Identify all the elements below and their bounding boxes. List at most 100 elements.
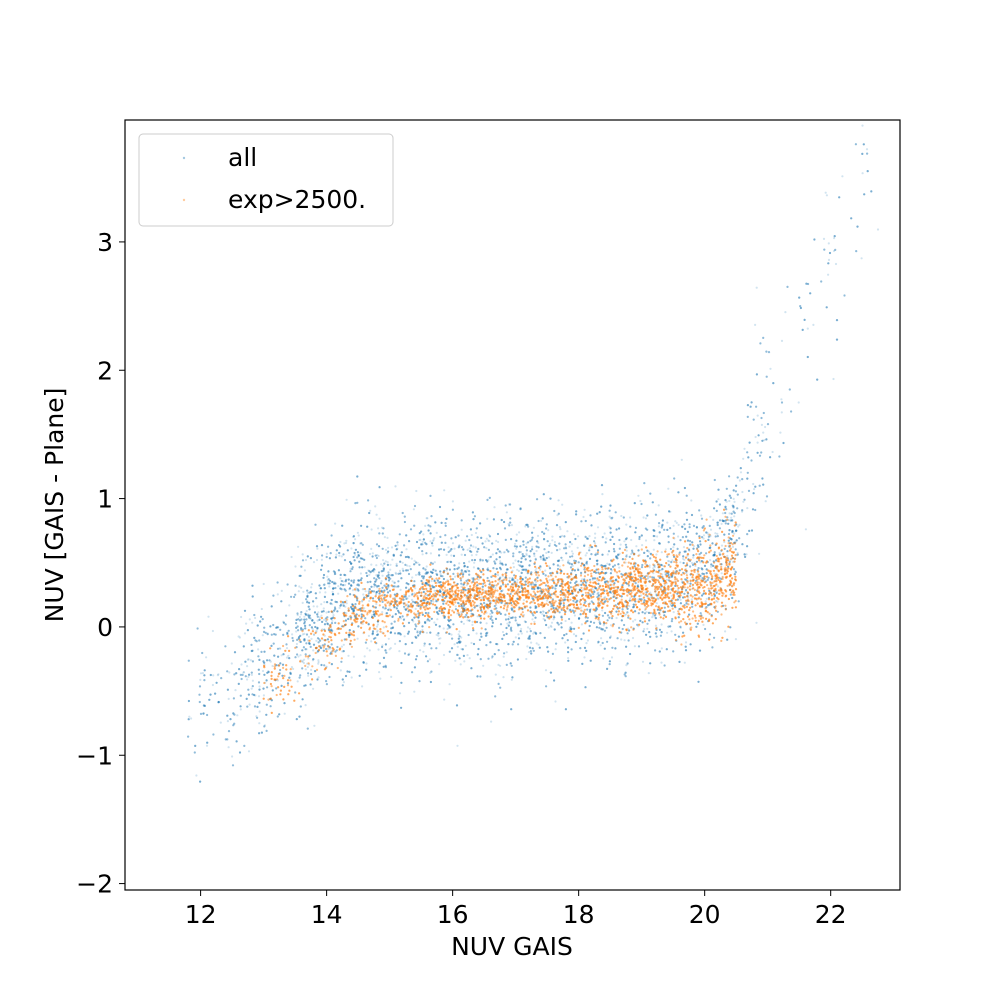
data-point: [351, 589, 354, 592]
data-point: [227, 746, 230, 749]
data-point: [701, 560, 704, 563]
data-point: [707, 533, 710, 536]
data-point: [733, 500, 736, 503]
data-point: [738, 523, 741, 527]
data-point: [320, 603, 323, 606]
data-point: [690, 598, 693, 601]
data-point: [671, 588, 674, 592]
data-point: [250, 673, 253, 677]
data-point: [502, 655, 505, 658]
data-point: [387, 546, 390, 549]
data-point: [356, 531, 359, 534]
data-point: [296, 680, 299, 683]
data-point: [580, 557, 583, 560]
data-point: [583, 656, 586, 659]
data-point: [443, 698, 446, 701]
data-point: [261, 634, 264, 637]
data-point: [540, 519, 543, 523]
data-point: [623, 578, 626, 581]
data-point: [502, 676, 505, 679]
data-point: [606, 562, 609, 565]
data-point: [692, 556, 695, 559]
data-point: [332, 649, 335, 652]
data-point: [295, 642, 298, 646]
data-point: [762, 431, 765, 434]
data-point: [655, 626, 659, 629]
data-point: [495, 539, 498, 543]
data-point: [471, 623, 474, 627]
data-point: [331, 619, 334, 623]
data-point: [457, 633, 460, 636]
data-point: [573, 533, 576, 536]
data-point: [382, 559, 385, 562]
data-point: [549, 624, 552, 628]
data-point: [403, 607, 406, 611]
data-point: [447, 546, 450, 549]
data-point: [733, 532, 736, 535]
data-point: [728, 584, 731, 587]
data-point: [301, 633, 304, 636]
data-point: [514, 542, 517, 545]
data-point: [833, 237, 836, 240]
data-point: [425, 619, 429, 622]
data-point: [412, 508, 415, 511]
data-point: [644, 594, 647, 597]
data-point: [207, 615, 210, 618]
data-point: [249, 659, 252, 662]
data-point: [494, 586, 497, 590]
data-point: [442, 615, 445, 618]
data-point: [533, 631, 536, 634]
data-point: [672, 524, 675, 527]
data-point: [690, 561, 694, 565]
data-point: [742, 457, 745, 460]
data-point: [780, 411, 783, 414]
data-point: [247, 750, 251, 753]
data-point: [625, 613, 628, 616]
data-point: [594, 536, 597, 540]
data-point: [450, 554, 453, 557]
data-point: [282, 620, 285, 623]
data-point: [399, 588, 402, 592]
data-point: [476, 573, 480, 577]
data-point: [390, 675, 393, 679]
data-point: [258, 685, 261, 688]
data-point: [258, 710, 261, 713]
data-point: [315, 646, 318, 649]
data-point: [655, 553, 658, 556]
data-point: [728, 512, 731, 515]
data-point: [655, 593, 658, 596]
data-point: [361, 685, 364, 688]
data-point: [307, 657, 310, 660]
data-point: [212, 674, 215, 677]
data-point: [544, 669, 548, 672]
data-point: [380, 580, 383, 583]
data-point: [431, 539, 435, 543]
data-point: [522, 615, 525, 618]
data-point: [408, 595, 411, 598]
data-point: [195, 774, 198, 777]
data-point: [331, 593, 334, 596]
data-point: [375, 602, 378, 606]
data-point: [841, 175, 844, 178]
data-point: [387, 637, 390, 640]
data-point: [709, 528, 713, 531]
data-point: [544, 569, 547, 572]
data-point: [401, 561, 404, 564]
data-point: [390, 546, 394, 549]
data-point: [756, 441, 759, 444]
data-point: [702, 534, 706, 537]
data-point: [602, 657, 605, 660]
data-point: [325, 619, 328, 623]
data-point: [680, 458, 683, 461]
data-point: [620, 514, 623, 518]
data-point: [684, 589, 688, 593]
data-point: [594, 542, 597, 545]
data-point: [674, 567, 677, 570]
data-point: [301, 553, 304, 556]
data-point: [487, 605, 490, 608]
data-point: [299, 654, 302, 657]
data-point: [563, 609, 566, 612]
data-point: [261, 669, 265, 673]
data-point: [686, 579, 690, 583]
data-point: [345, 539, 348, 542]
